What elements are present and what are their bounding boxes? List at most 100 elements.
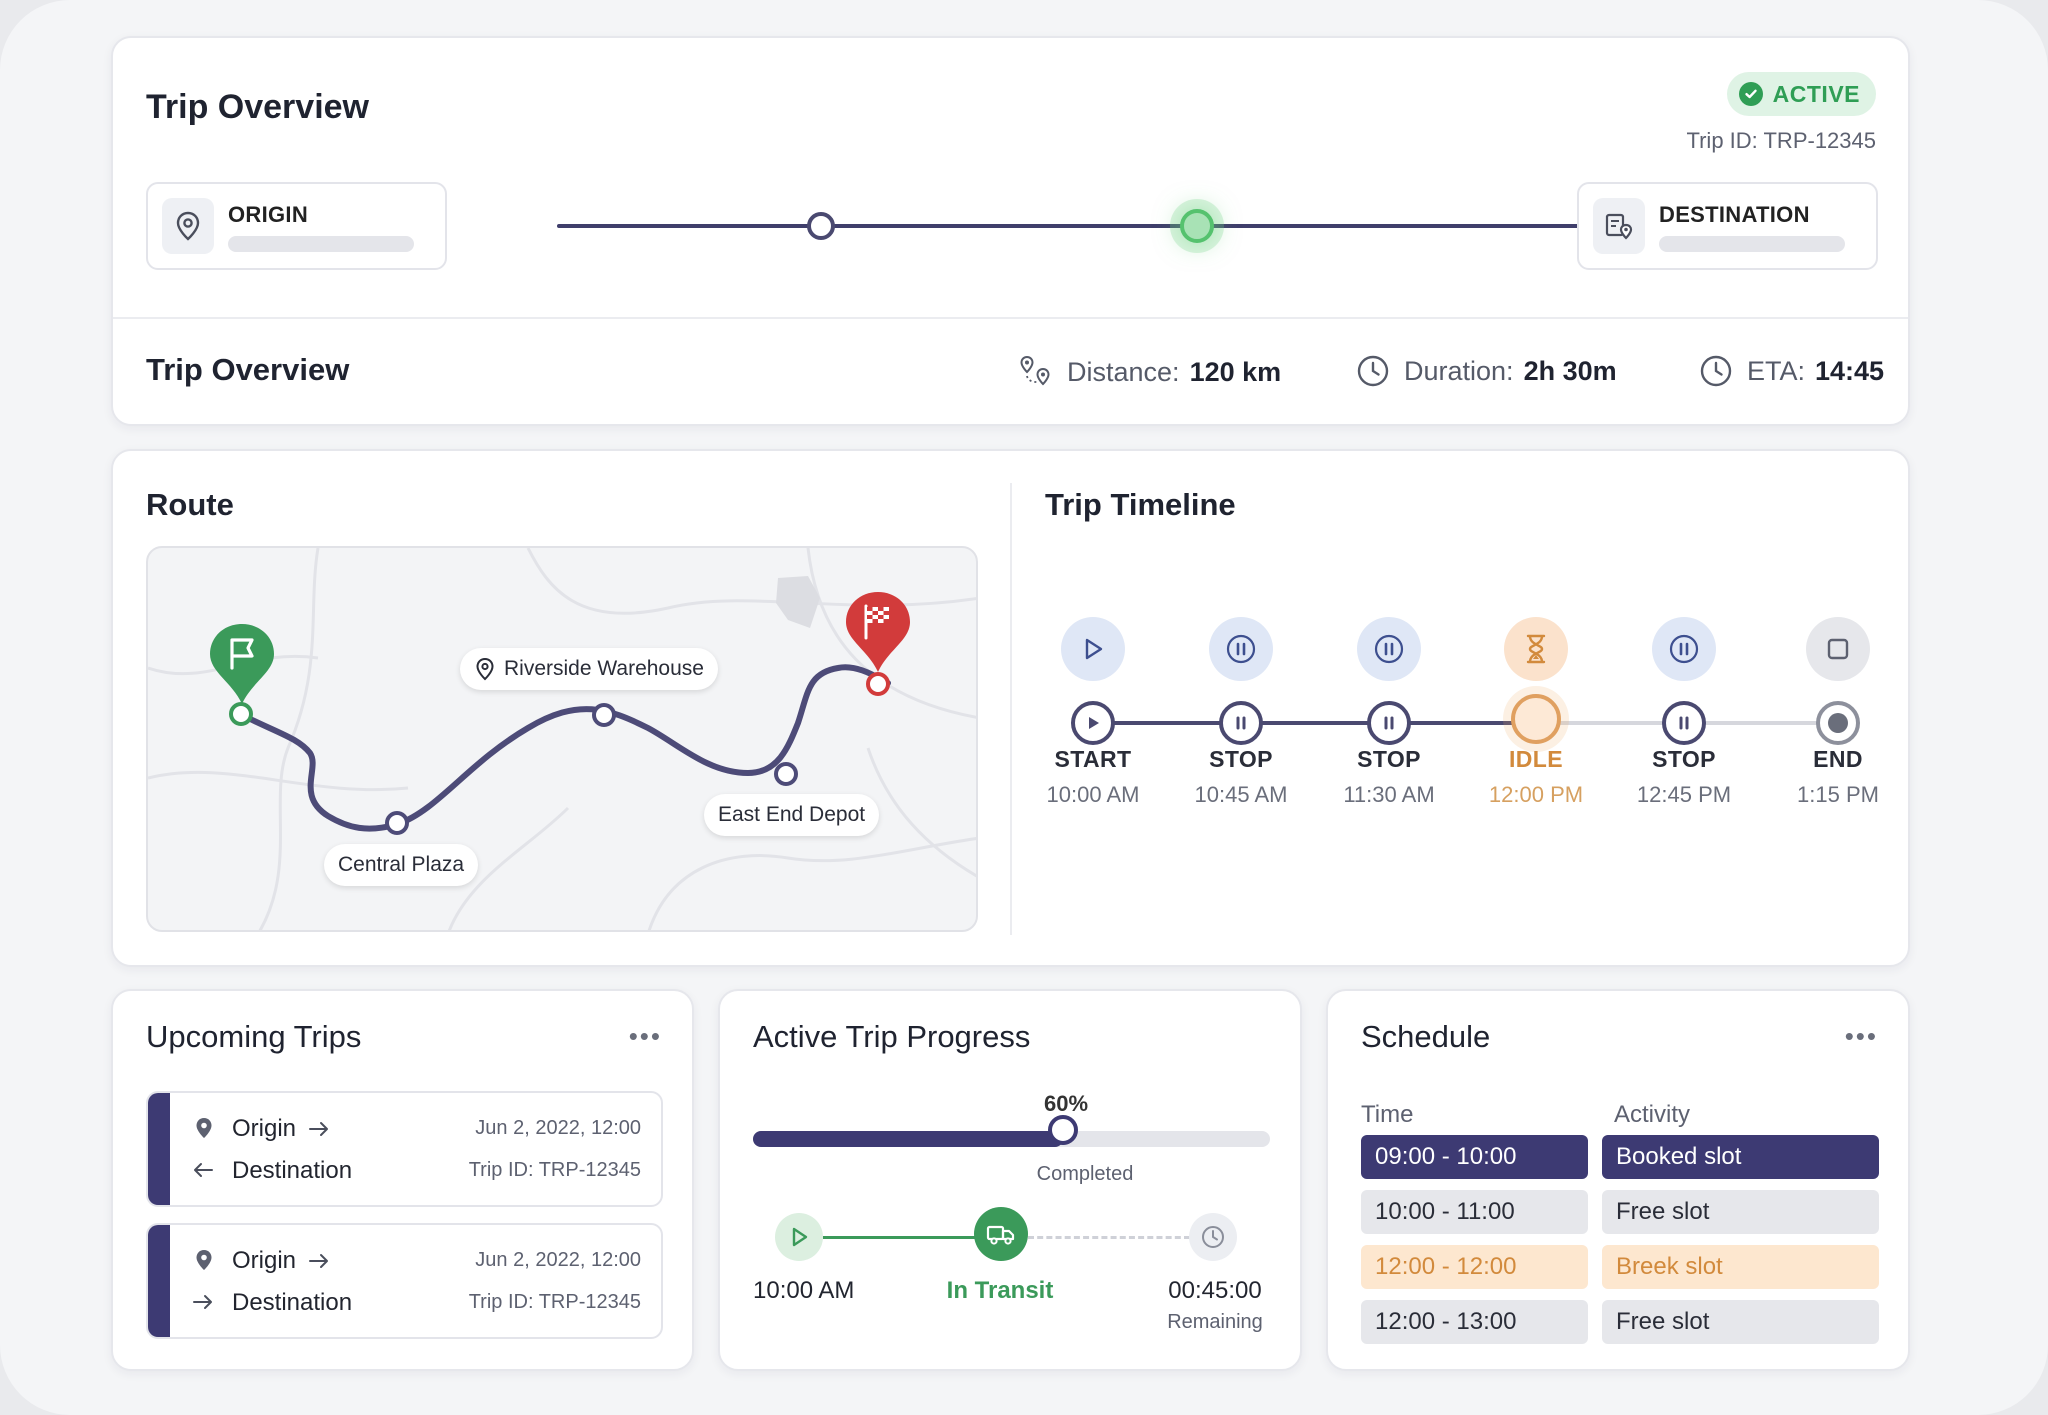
schedule-time-cell[interactable]: 12:00 - 12:00 <box>1361 1245 1588 1289</box>
upcoming-trips-card: Upcoming Trips ••• Origin Destination Ju… <box>111 989 694 1371</box>
destination-map-icon <box>1593 198 1645 254</box>
trip-date: Jun 2, 2022, 12:00 <box>475 1117 641 1139</box>
stop-square-icon[interactable] <box>1806 617 1870 681</box>
map-label-east-end-depot[interactable]: East End Depot <box>704 794 880 836</box>
timeline-track-completed <box>1107 721 1560 725</box>
trip-destination: Destination <box>232 1157 353 1184</box>
schedule-time-cell[interactable]: 10:00 - 11:00 <box>1361 1190 1588 1234</box>
more-options-icon[interactable]: ••• <box>628 1021 662 1051</box>
divider <box>113 317 1908 319</box>
timeline-node-stop[interactable] <box>1219 701 1263 745</box>
play-icon[interactable] <box>775 1213 823 1261</box>
route-progress-line <box>557 224 1663 228</box>
timeline-step-time: 10:00 AM <box>1046 782 1140 807</box>
pause-icon[interactable] <box>1652 617 1716 681</box>
clock-icon[interactable] <box>1189 1213 1237 1261</box>
origin-box[interactable]: ORIGIN <box>146 182 447 270</box>
timeline-node-idle[interactable] <box>1511 694 1561 744</box>
schedule-card: Schedule ••• Time Activity 09:00 - 10:00… <box>1326 989 1910 1371</box>
waypoint-riverside-warehouse[interactable] <box>592 703 616 727</box>
timeline-step-time: 12:45 PM <box>1636 782 1732 807</box>
progress-step-line-done <box>823 1236 975 1239</box>
more-options-icon[interactable]: ••• <box>1844 1021 1878 1051</box>
pause-icon[interactable] <box>1209 617 1273 681</box>
timeline-step-time: 12:00 PM <box>1488 782 1584 807</box>
map-label-text: East End Depot <box>718 803 866 826</box>
progress-status: In Transit <box>946 1277 1054 1304</box>
trip-id: Trip ID: TRP-12345 <box>1686 128 1876 153</box>
schedule-activity-cell[interactable]: Free slot <box>1602 1300 1879 1344</box>
progress-remaining-label: Remaining <box>1167 1311 1263 1333</box>
waypoint-central-plaza[interactable] <box>385 811 409 835</box>
trip-id: Trip ID: TRP-12345 <box>468 1291 641 1313</box>
destination-label: DESTINATION <box>1659 202 1810 227</box>
distance-label: Distance: <box>1067 356 1180 387</box>
timeline-step-label: END <box>1813 746 1863 772</box>
arrow-right-icon <box>309 1122 329 1136</box>
location-pin-icon <box>476 657 494 681</box>
progress-remaining-time: 00:45:00 <box>1168 1277 1262 1304</box>
summary-title: Trip Overview <box>146 352 350 387</box>
arrow-right-icon <box>193 1295 212 1309</box>
end-waypoint[interactable] <box>866 672 890 696</box>
upcoming-trip-item[interactable]: Origin Destination Jun 2, 2022, 12:00 Tr… <box>146 1223 663 1339</box>
upcoming-trip-item[interactable]: Origin Destination Jun 2, 2022, 12:00 Tr… <box>146 1091 663 1207</box>
timeline-node-stop[interactable] <box>1367 701 1411 745</box>
route-map[interactable]: Riverside Warehouse Central Plaza East E… <box>146 546 978 932</box>
map-label-central-plaza[interactable]: Central Plaza <box>324 844 479 886</box>
timeline-step-time: 11:30 AM <box>1343 782 1435 807</box>
map-label-riverside-warehouse[interactable]: Riverside Warehouse <box>460 648 718 690</box>
timeline-step-label: STOP <box>1209 746 1273 772</box>
trip-origin-text: Origin <box>232 1247 297 1274</box>
schedule-col-activity: Activity <box>1614 1101 1691 1128</box>
destination-box[interactable]: DESTINATION <box>1577 182 1878 270</box>
current-position-marker[interactable] <box>1180 209 1214 243</box>
progress-percent: 60% <box>1044 1091 1089 1116</box>
timeline-step-label: IDLE <box>1509 746 1563 772</box>
clock-icon <box>1357 355 1389 387</box>
waypoint-east-end-depot[interactable] <box>774 762 798 786</box>
timeline-node-stop[interactable] <box>1662 701 1706 745</box>
timeline-node-start[interactable] <box>1071 701 1115 745</box>
play-icon[interactable] <box>1061 617 1125 681</box>
trip-overview-card: Trip Overview ACTIVE Trip ID: TRP-12345 … <box>111 36 1910 426</box>
progress-handle[interactable] <box>1048 1115 1079 1145</box>
origin-label: ORIGIN <box>228 202 309 227</box>
route-timeline-card: Route <box>111 449 1910 967</box>
timeline-title: Trip Timeline <box>1045 487 1236 522</box>
trip-origin: Origin <box>232 1247 330 1275</box>
hourglass-icon[interactable] <box>1504 617 1568 681</box>
eta-label: ETA: <box>1747 355 1806 386</box>
timeline-step-label: STOP <box>1652 746 1716 772</box>
status-text: ACTIVE <box>1772 80 1860 107</box>
start-flag-pin-icon[interactable] <box>206 620 278 706</box>
check-circle-icon <box>1738 82 1763 106</box>
timeline-step-label: STOP <box>1357 746 1421 772</box>
upcoming-trips-title: Upcoming Trips <box>146 1019 362 1054</box>
schedule-activity-cell[interactable]: Free slot <box>1602 1190 1879 1234</box>
trip-accent-bar <box>148 1225 170 1337</box>
map-label-text: Central Plaza <box>338 853 465 876</box>
start-waypoint[interactable] <box>229 702 253 726</box>
schedule-time-cell[interactable]: 09:00 - 10:00 <box>1361 1135 1588 1179</box>
trip-origin-text: Origin <box>232 1115 297 1142</box>
schedule-activity-cell[interactable]: Breek slot <box>1602 1245 1879 1289</box>
location-pin-icon <box>196 1250 212 1270</box>
schedule-activity-cell[interactable]: Booked slot <box>1602 1135 1879 1179</box>
route-waypoint[interactable] <box>807 212 835 240</box>
pause-icon[interactable] <box>1357 617 1421 681</box>
truck-icon[interactable] <box>974 1207 1028 1261</box>
progress-start-time: 10:00 AM <box>753 1277 855 1304</box>
clock-icon <box>1700 355 1732 387</box>
status-badge: ACTIVE <box>1726 72 1876 116</box>
eta-metric: ETA: 14:45 <box>1699 354 1884 388</box>
schedule-col-time: Time <box>1361 1101 1414 1128</box>
progress-fill <box>753 1131 1064 1147</box>
finish-flag-pin-icon[interactable] <box>842 588 914 674</box>
distance-value: 120 km <box>1189 356 1282 387</box>
timeline-node-end[interactable] <box>1816 701 1860 745</box>
progress-title: Active Trip Progress <box>753 1019 1031 1054</box>
route-title: Route <box>146 487 234 522</box>
schedule-time-cell[interactable]: 12:00 - 13:00 <box>1361 1300 1588 1344</box>
location-pin-icon <box>162 198 214 254</box>
